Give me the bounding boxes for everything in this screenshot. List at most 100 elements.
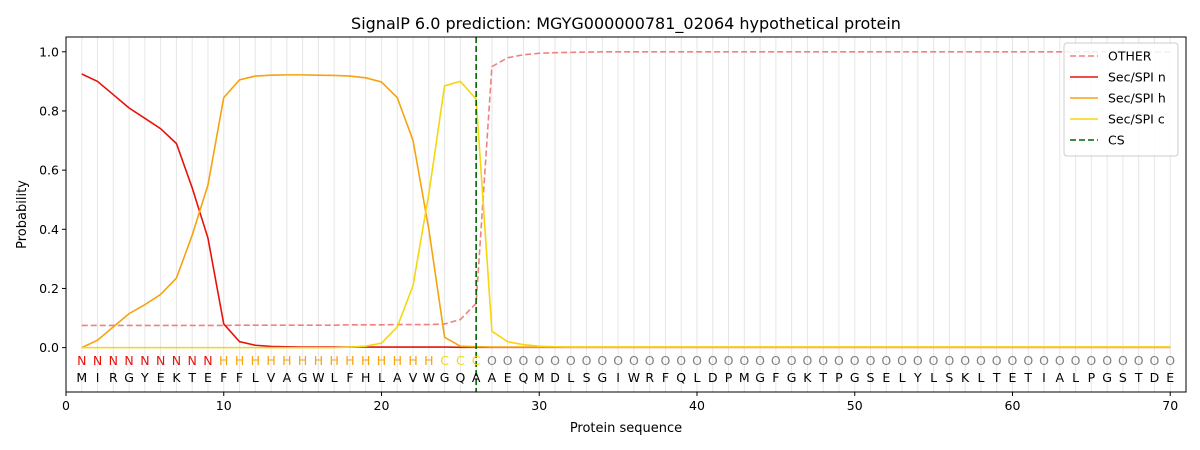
- region-label: H: [424, 353, 433, 368]
- region-label: H: [329, 353, 338, 368]
- x-tick-label: 0: [62, 398, 70, 413]
- region-label: O: [802, 353, 812, 368]
- residue-label: E: [882, 370, 890, 385]
- region-label: H: [266, 353, 275, 368]
- region-label: C: [456, 353, 465, 368]
- residue-label: P: [725, 370, 733, 385]
- residue-label: W: [628, 370, 640, 385]
- residue-label: Y: [913, 370, 922, 385]
- y-tick-label: 0.6: [39, 163, 59, 178]
- region-label: H: [408, 353, 417, 368]
- y-axis-label: Probability: [15, 180, 30, 249]
- region-label: O: [818, 353, 828, 368]
- region-label: H: [361, 353, 370, 368]
- residue-label: L: [378, 370, 385, 385]
- x-tick-label: 50: [847, 398, 863, 413]
- region-label: N: [203, 353, 212, 368]
- residue-label: G: [755, 370, 765, 385]
- residue-label: K: [961, 370, 970, 385]
- residue-label: Q: [676, 370, 686, 385]
- region-label: O: [1165, 353, 1175, 368]
- residue-label: P: [835, 370, 843, 385]
- residue-label: K: [172, 370, 181, 385]
- legend-entry-label: Sec/SPI c: [1108, 112, 1165, 127]
- residue-label: V: [267, 370, 276, 385]
- region-label: H: [345, 353, 354, 368]
- series-lines: [81, 37, 1171, 392]
- residue-label: S: [867, 370, 875, 385]
- residue-label: E: [504, 370, 512, 385]
- region-label: O: [834, 353, 844, 368]
- region-label: O: [1023, 353, 1033, 368]
- residue-label: Q: [519, 370, 529, 385]
- region-label: O: [597, 353, 607, 368]
- residue-label: Q: [455, 370, 465, 385]
- region-label: O: [708, 353, 718, 368]
- legend-entry-label: Sec/SPI n: [1108, 70, 1166, 85]
- residue-label: L: [694, 370, 701, 385]
- residue-label: R: [109, 370, 118, 385]
- residue-label: M: [534, 370, 545, 385]
- region-label: O: [487, 353, 497, 368]
- residue-label: E: [204, 370, 212, 385]
- residue-label: G: [440, 370, 450, 385]
- residue-label: A: [1056, 370, 1065, 385]
- region-label: O: [1134, 353, 1144, 368]
- residue-label: A: [472, 370, 481, 385]
- y-axis: 0.0 0.2 0.4 0.6 0.8 1.0: [39, 44, 66, 355]
- residue-label: G: [850, 370, 860, 385]
- region-label: O: [692, 353, 702, 368]
- region-label: H: [314, 353, 323, 368]
- region-label: O: [739, 353, 749, 368]
- residue-label: E: [1166, 370, 1174, 385]
- residue-label: G: [1102, 370, 1112, 385]
- residue-label: G: [124, 370, 134, 385]
- residue-label: A: [393, 370, 402, 385]
- residue-label: F: [236, 370, 243, 385]
- residue-label: P: [1088, 370, 1096, 385]
- residue-label: F: [772, 370, 779, 385]
- region-label: O: [1039, 353, 1049, 368]
- x-tick-label: 10: [216, 398, 232, 413]
- region-label: N: [140, 353, 149, 368]
- residue-label: T: [992, 370, 1001, 385]
- residue-label: T: [818, 370, 827, 385]
- residue-label: A: [488, 370, 497, 385]
- region-label: O: [897, 353, 907, 368]
- region-label: H: [235, 353, 244, 368]
- residue-label: Y: [140, 370, 149, 385]
- region-label: N: [172, 353, 181, 368]
- residue-label: D: [1150, 370, 1160, 385]
- region-label: O: [1055, 353, 1065, 368]
- residue-label: G: [597, 370, 607, 385]
- legend: OTHER Sec/SPI n Sec/SPI h Sec/SPI c CS: [1063, 42, 1179, 157]
- region-label: O: [519, 353, 529, 368]
- region-label: H: [377, 353, 386, 368]
- residue-label: I: [1042, 370, 1046, 385]
- region-label: O: [960, 353, 970, 368]
- region-label: C: [440, 353, 449, 368]
- residue-label: G: [298, 370, 308, 385]
- residue-label: D: [550, 370, 560, 385]
- x-axis: 0 10 20 30 40 50 60 70: [62, 392, 1178, 413]
- residue-label: I: [96, 370, 100, 385]
- region-label: O: [913, 353, 923, 368]
- residue-label: F: [220, 370, 227, 385]
- residue-label: E: [1009, 370, 1017, 385]
- region-label: O: [866, 353, 876, 368]
- region-label: O: [1071, 353, 1081, 368]
- residue-label: H: [361, 370, 370, 385]
- region-label: O: [582, 353, 592, 368]
- x-tick-label: 20: [374, 398, 390, 413]
- region-label: O: [1118, 353, 1128, 368]
- region-label: H: [219, 353, 228, 368]
- residue-label: G: [787, 370, 797, 385]
- residue-label: L: [930, 370, 937, 385]
- region-label: O: [534, 353, 544, 368]
- region-label: O: [1086, 353, 1096, 368]
- residue-label: F: [662, 370, 669, 385]
- residue-label: L: [331, 370, 338, 385]
- legend-box: [1063, 42, 1179, 157]
- region-label: O: [771, 353, 781, 368]
